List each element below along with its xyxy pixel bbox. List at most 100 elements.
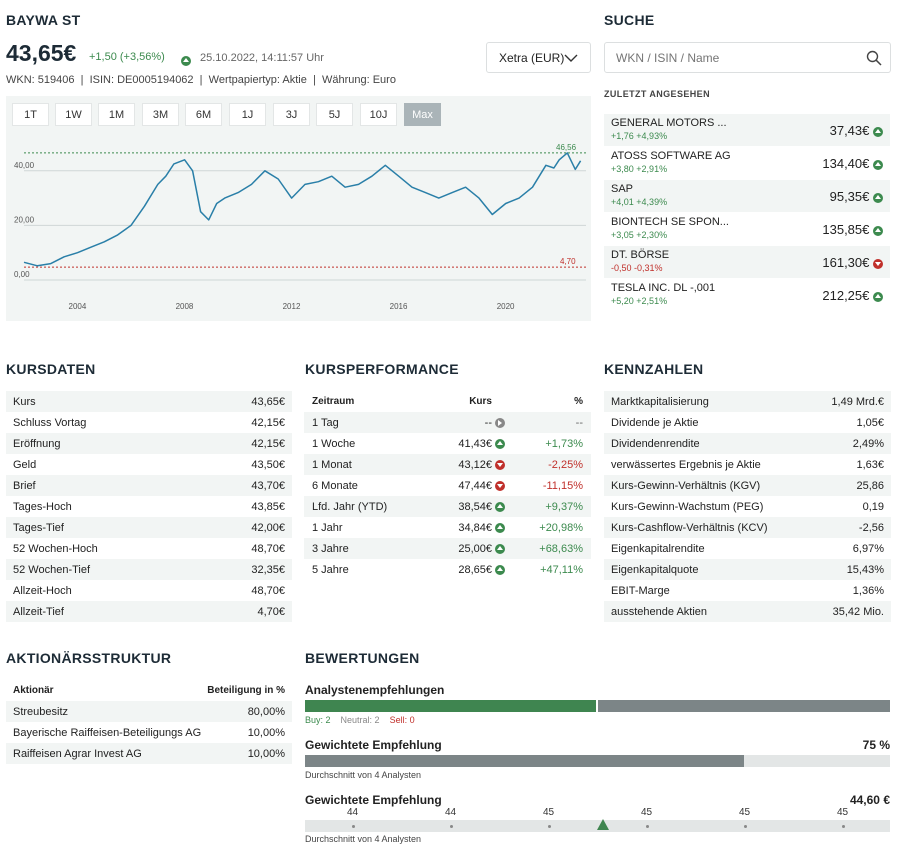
kursziel-scale-label: 44 [445,807,457,818]
recent-item-pct-change: +2,51% [636,296,668,306]
kursziel-scale-label: 45 [837,807,849,818]
isin-label: ISIN: DE0005194062 [89,74,194,86]
x-tick-label: 2016 [390,302,408,311]
kursziel-scale-dot [450,825,453,828]
kennzahlen-row-label: Eigenkapitalquote [611,563,699,576]
performance-header: Zeitraum Kurs% [304,391,591,412]
performance-row: 6 Monate 47,44€ -11,15% [304,475,591,496]
kennzahlen-row: ausstehende Aktien 35,42 Mio. [604,601,891,622]
kennzahlen-row-value: -2,56 [858,521,884,534]
recent-item[interactable]: ATOSS SOFTWARE AG +3,80 +2,91% 134,40€ [604,147,890,179]
kennzahlen-row-label: verwässertes Ergebnis je Aktie [611,458,761,471]
stock-price: 43,65€ [6,40,77,66]
kursziel-value: 44,60 € [849,793,890,807]
range-button[interactable]: 1M [98,103,135,126]
arrow-down-icon [495,481,505,491]
kennzahlen-row-label: Kurs-Gewinn-Verhältnis (KGV) [611,479,761,492]
performance-row-pct: +9,37% [545,501,583,513]
performance-row: 1 Tag -- -- [304,412,591,433]
performance-row-kurs: 43,12€ [458,459,492,471]
performance-row: Lfd. Jahr (YTD) 38,54€ +9,37% [304,496,591,517]
aktionaer-row: Streubesitz 80,00% [6,701,292,722]
arrow-up-icon [181,55,191,66]
exchange-select[interactable]: Xetra (EUR) [486,42,591,73]
kursdaten-row: Tages-Hoch 43,85€ [6,496,292,517]
recent-item-price: 161,30€ [822,255,870,270]
arrow-up-icon [495,439,505,449]
neutral-count: Neutral: 2 [340,715,380,725]
search-input[interactable] [605,43,845,72]
recent-item-abs-change: +3,05 [611,230,634,240]
x-tick-label: 2008 [176,302,194,311]
range-button[interactable]: 3J [273,103,310,126]
performance-row-period: 3 Jahre [312,543,349,555]
kennzahlen-row-value: 1,36% [852,584,884,597]
kursdaten-row-label: Schluss Vortag [13,416,87,429]
range-button[interactable]: 5J [316,103,353,126]
kennzahlen-row-value: 6,97% [852,542,884,555]
range-button[interactable]: 1W [55,103,92,126]
recent-item-price-wrap: 95,35€ [830,189,883,204]
arrow-up-icon [873,126,883,137]
kursziel-scale-dot [744,825,747,828]
arrow-up-icon [495,523,505,533]
performance-header-pct: % [574,396,583,407]
performance-header-kurs: Kurs [469,396,492,407]
range-button[interactable]: 3M [142,103,179,126]
kursdaten-row-label: 52 Wochen-Hoch [13,542,98,555]
range-button[interactable]: Max [404,103,441,126]
performance-row-period: Lfd. Jahr (YTD) [312,501,388,513]
recent-item[interactable]: SAP +4,01 +4,39% 95,35€ [604,180,890,212]
kursdaten-row-label: Allzeit-Hoch [13,584,72,597]
kursdaten-row: Allzeit-Tief 4,70€ [6,601,292,622]
recent-item[interactable]: BIONTECH SE SPON... +3,05 +2,30% 135,85€ [604,213,890,245]
kennzahlen-row: Eigenkapitalrendite 6,97% [604,538,891,559]
performance-row-period: 1 Jahr [312,522,343,534]
kursdaten-row: Eröffnung 42,15€ [6,433,292,454]
range-button[interactable]: 1J [229,103,266,126]
kursdaten-row: Schluss Vortag 42,15€ [6,412,292,433]
aktionaer-row-name: Bayerische Raiffeisen-Beteiligungs AG [13,726,202,739]
range-button[interactable]: 1T [12,103,49,126]
kennzahlen-row-label: ausstehende Aktien [611,605,708,618]
kursdaten-row-label: Allzeit-Tief [13,605,64,618]
kursdaten-row: Geld 43,50€ [6,454,292,475]
kennzahlen-row-label: Marktkapitalisierung [611,395,709,408]
range-button[interactable]: 10J [360,103,397,126]
aktionaer-row-name: Streubesitz [13,705,69,718]
kursziel-scale-dot [352,825,355,828]
search-icon[interactable] [866,50,882,66]
kennzahlen-row: Kurs-Gewinn-Verhältnis (KGV) 25,86 [604,475,891,496]
kennzahlen-row-value: 0,19 [862,500,884,513]
kennzahlen-row-value: 25,86 [856,479,884,492]
range-button[interactable]: 6M [185,103,222,126]
stock-datetime: 25.10.2022, 14:11:57 Uhr [200,52,324,64]
kursdaten-row: Kurs 43,65€ [6,391,292,412]
x-tick-label: 2012 [283,302,301,311]
recent-item[interactable]: GENERAL MOTORS ... +1,76 +4,93% 37,43€ [604,114,890,146]
performance-row: 1 Jahr 34,84€ +20,98% [304,517,591,538]
kennzahlen-row-label: Eigenkapitalrendite [611,542,705,555]
aktionaer-row: Bayerische Raiffeisen-Beteiligungs AG 10,… [6,722,292,743]
performance-row-kurs: 38,54€ [458,501,492,513]
recent-item[interactable]: TESLA INC. DL -,001 +5,20 +2,51% 212,25€ [604,279,890,311]
kursziel-scale-dot [548,825,551,828]
recent-item-price-wrap: 37,43€ [830,123,883,138]
chevron-down-icon [564,54,578,62]
gewichtet-title: Gewichtete Empfehlung [305,738,442,752]
kursziel-scale-label: 45 [543,807,555,818]
performance-row: 5 Jahre 28,65€ +47,11% [304,559,591,580]
kursdaten-table: Kurs 43,65€ Schluss Vortag 42,15€ Eröffnung 4… [6,391,292,623]
kursdaten-row-label: Eröffnung [13,437,61,450]
recent-item-price: 134,40€ [822,156,870,171]
x-tick-label: 2020 [497,302,515,311]
performance-title: KURSPERFORMANCE [305,361,459,377]
performance-row-kurs: 34,84€ [458,522,492,534]
kennzahlen-row: Marktkapitalisierung 1,49 Mrd.€ [604,391,891,412]
recent-item[interactable]: DT. BÖRSE -0,50 -0,31% 161,30€ [604,246,890,278]
gewichtet-bar [305,755,890,767]
performance-row-pct: +68,63% [539,543,583,555]
arrow-right-icon [495,418,505,428]
arrow-up-icon [873,192,883,203]
recent-item-price-wrap: 161,30€ [822,255,883,270]
